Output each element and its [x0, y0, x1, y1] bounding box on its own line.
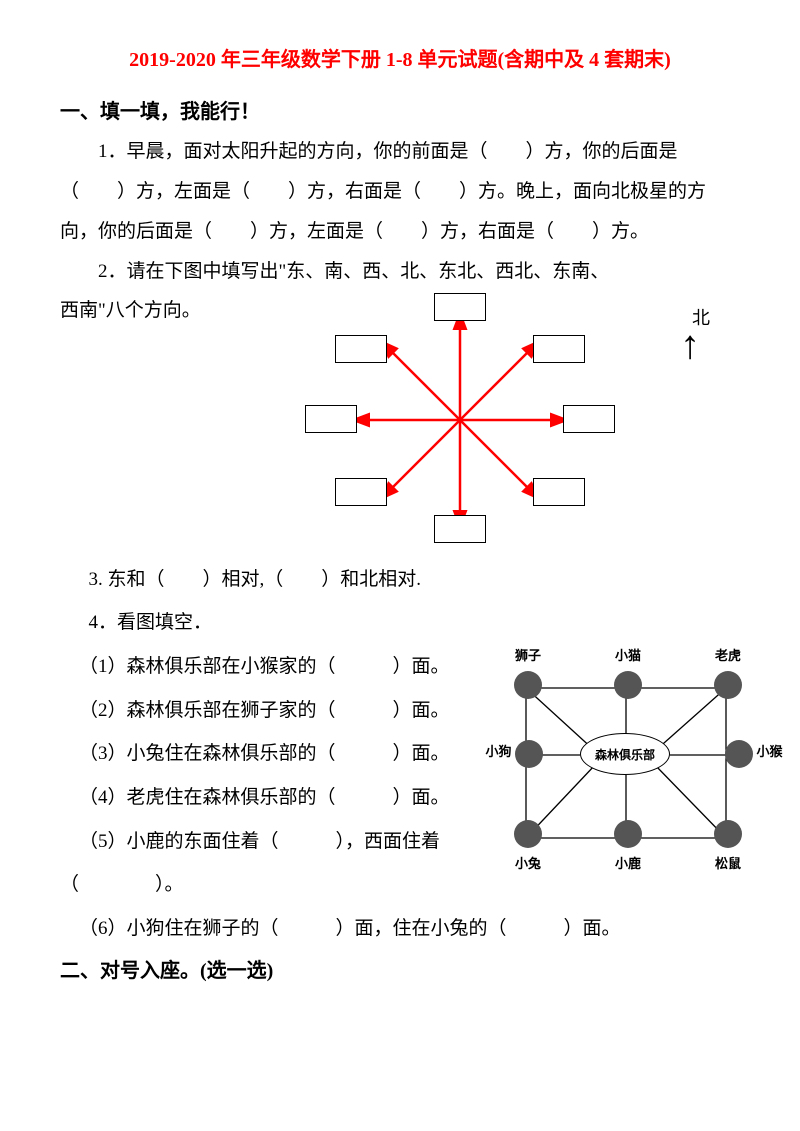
direction-box: [434, 515, 486, 543]
animal-node: 小狗: [485, 738, 543, 768]
animal-node: 松鼠: [710, 818, 746, 877]
animal-node: 狮子: [510, 643, 546, 699]
animal-node: 小猴: [725, 738, 783, 768]
direction-box: [533, 335, 585, 363]
direction-box: [533, 478, 585, 506]
q2-text-line1: 2．请在下图中填写出"东、南、西、北、东北、西北、东南、: [60, 252, 740, 292]
direction-box: [563, 405, 615, 433]
q3-text: 3. 东和（ ）相对,（ ）和北相对.: [60, 558, 740, 602]
q4-6: （6）小狗住在狮子的（ ）面，住在小兔的（ ）面。: [60, 907, 740, 951]
animal-node: 小鹿: [610, 818, 646, 877]
q4-text: 4．看图填空．: [60, 601, 740, 645]
direction-box: [335, 478, 387, 506]
animal-node: 小猫: [610, 643, 646, 699]
direction-box: [305, 405, 357, 433]
page-title: 2019-2020 年三年级数学下册 1-8 单元试题(含期中及 4 套期末): [60, 40, 740, 80]
q1-text: 1．早晨，面对太阳升起的方向，你的前面是（ ）方，你的后面是（ ）方，左面是（ …: [60, 132, 740, 252]
section1-header: 一、填一填，我能行！: [60, 92, 740, 132]
direction-box: [434, 293, 486, 321]
section2-header: 二、对号入座。(选一选): [60, 951, 740, 991]
animals-diagram: 狮子小猫老虎小狗小猴小兔小鹿松鼠 森林俱乐部: [480, 643, 760, 883]
direction-box: [335, 335, 387, 363]
compass-diagram: 北 ↑: [260, 290, 680, 550]
animal-node: 小兔: [510, 818, 546, 877]
north-arrow-icon: ↑: [680, 325, 700, 365]
club-center: 森林俱乐部: [580, 733, 670, 775]
animal-node: 老虎: [710, 643, 746, 699]
